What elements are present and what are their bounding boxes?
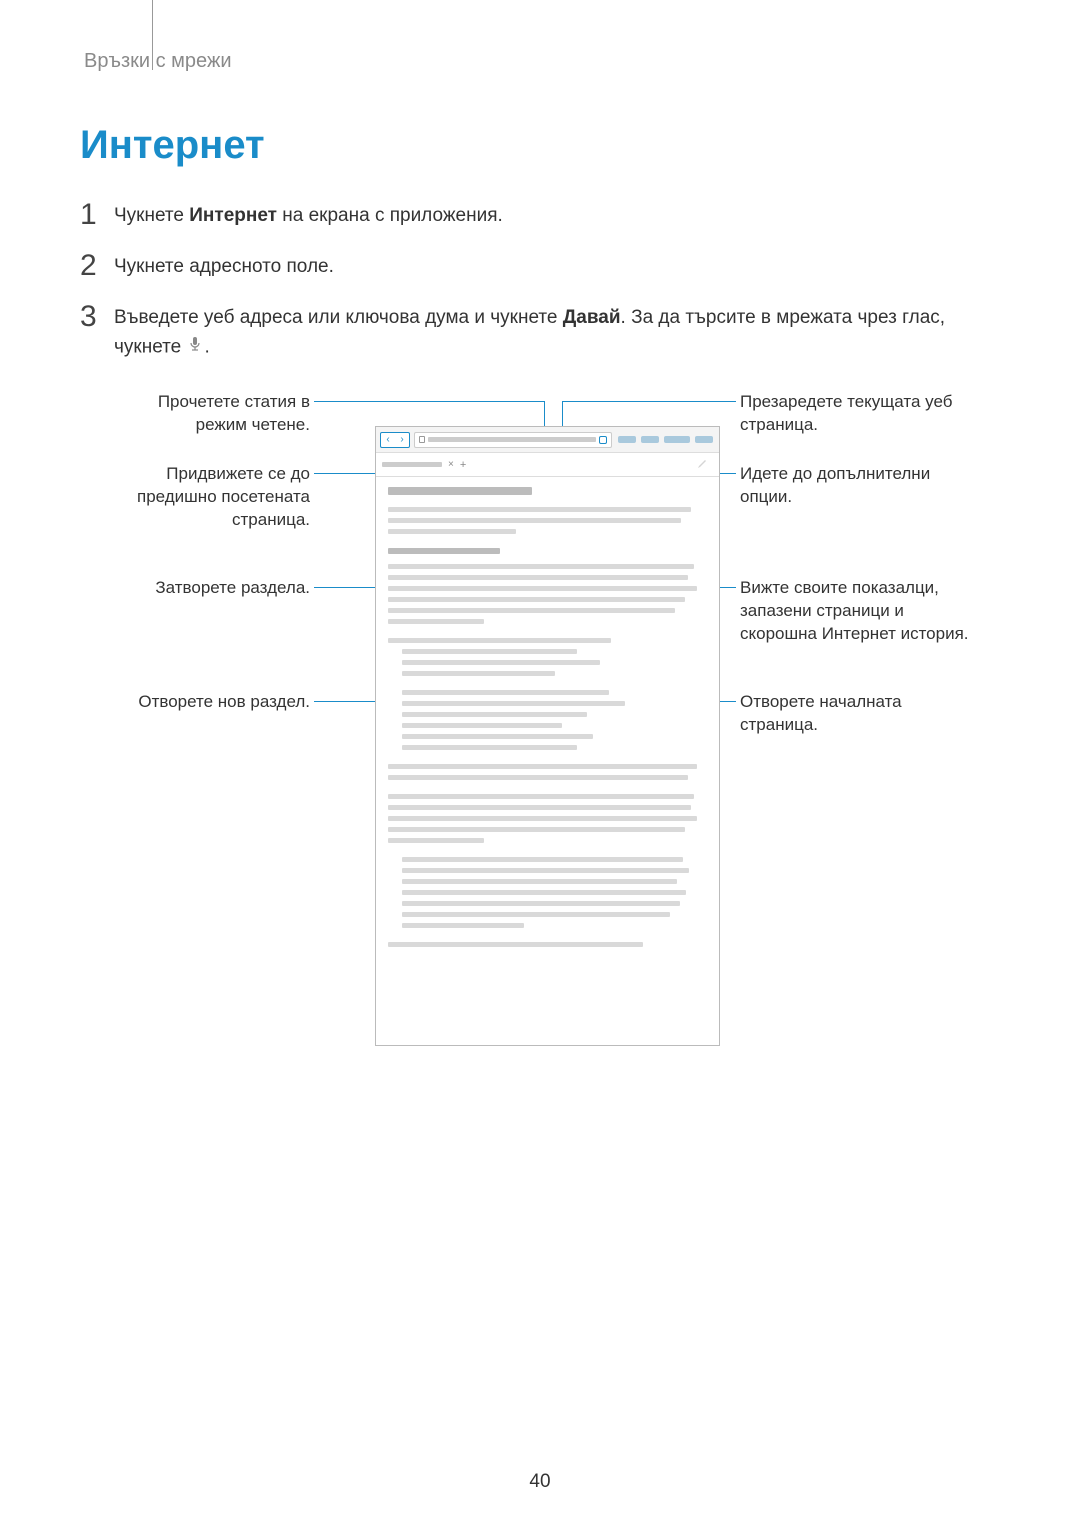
- reader-mode-icon[interactable]: [599, 436, 607, 444]
- page-content: [376, 477, 719, 963]
- callout-bookmarks: Вижте своите показалци, запазени страниц…: [740, 577, 970, 646]
- forward-icon[interactable]: ›: [400, 435, 403, 445]
- content-heading: [388, 487, 532, 495]
- new-tab-icon[interactable]: +: [460, 459, 466, 471]
- step-body: Чукнете Интернет на екрана с приложения.: [114, 198, 1000, 231]
- callout-close-tab: Затворете раздела.: [110, 577, 310, 600]
- callout-back: Придвижете се до предишно посетената стр…: [110, 463, 310, 532]
- callout-new-tab: Отворете нов раздел.: [110, 691, 310, 714]
- page: Връзки с мрежи Интернет 1 Чукнете Интерн…: [0, 0, 1080, 1091]
- bookmarks-icon[interactable]: [664, 436, 690, 443]
- callout-home: Отворете началната страница.: [740, 691, 970, 737]
- leader: [562, 401, 736, 402]
- side-rule: [152, 0, 153, 70]
- step-1: 1 Чукнете Интернет на екрана с приложени…: [80, 198, 1000, 231]
- content-subheading: [388, 548, 500, 554]
- step3-pre: Въведете уеб адреса или ключова дума и ч…: [114, 307, 563, 328]
- browser-toolbar: ‹ ›: [376, 427, 719, 453]
- back-icon[interactable]: ‹: [386, 435, 389, 445]
- lock-icon: [419, 436, 425, 443]
- close-tab-icon[interactable]: ×: [448, 459, 454, 470]
- nav-buttons[interactable]: ‹ ›: [380, 432, 410, 448]
- step-number: 3: [80, 300, 114, 333]
- mic-icon: [188, 333, 202, 362]
- step1-pre: Чукнете: [114, 205, 189, 226]
- step3-end: .: [204, 336, 209, 357]
- callout-more-options: Идете до допълнителни опции.: [740, 463, 970, 509]
- step-body: Въведете уеб адреса или ключова дума и ч…: [114, 300, 1000, 361]
- breadcrumb: Връзки с мрежи: [84, 50, 1000, 73]
- step1-bold: Интернет: [189, 205, 277, 226]
- address-bar[interactable]: [414, 432, 612, 448]
- page-number: 40: [0, 1471, 1080, 1493]
- step-3: 3 Въведете уеб адреса или ключова дума и…: [80, 300, 1000, 361]
- tab-strip: × +: [376, 453, 719, 477]
- more-icon[interactable]: [695, 436, 713, 443]
- step3-bold: Давай: [563, 307, 621, 328]
- url-text: [428, 437, 596, 442]
- callout-reload: Презаредете текущата уеб страница.: [740, 391, 970, 437]
- edit-icon: [697, 459, 707, 469]
- step-body: Чукнете адресното поле.: [114, 249, 1000, 282]
- step-number: 1: [80, 198, 114, 231]
- home-icon[interactable]: [641, 436, 659, 443]
- leader: [314, 401, 544, 402]
- section-title: Интернет: [80, 123, 1000, 168]
- device-screenshot: ‹ › × +: [375, 426, 720, 1046]
- callout-reader-mode: Прочетете статия в режим четене.: [110, 391, 310, 437]
- step-2: 2 Чукнете адресното поле.: [80, 249, 1000, 282]
- step1-post: на екрана с приложения.: [277, 205, 503, 226]
- tab-label[interactable]: [382, 462, 442, 467]
- step-number: 2: [80, 249, 114, 282]
- reload-icon[interactable]: [618, 436, 636, 443]
- toolbar-right: [616, 436, 715, 443]
- diagram-area: Прочетете статия в режим четене. Придвиж…: [80, 391, 1000, 1091]
